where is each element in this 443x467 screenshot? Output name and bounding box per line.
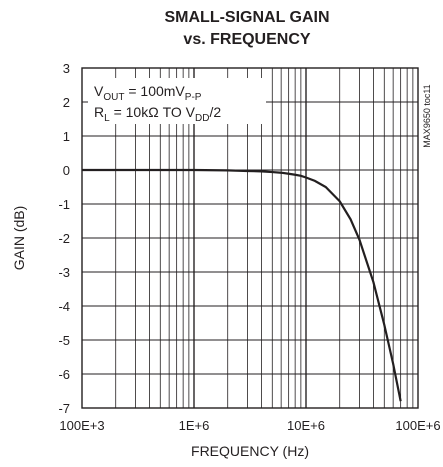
y-tick-label: -3 <box>58 265 70 280</box>
y-tick-label: -2 <box>58 231 70 246</box>
y-tick-label: 0 <box>63 163 70 178</box>
side-label: MAX9650 toc11 <box>422 84 432 147</box>
x-axis-title: FREQUENCY (Hz) <box>191 443 309 459</box>
x-tick-labels: 100E+3 1E+6 10E+6 100E+6 <box>59 418 440 433</box>
y-tick-label: -7 <box>58 401 70 416</box>
x-tick-label: 10E+6 <box>287 418 325 433</box>
y-tick-labels: -7 -6 -5 -4 -3 -2 -1 0 1 2 3 <box>58 61 70 416</box>
y-tick-label: 2 <box>63 95 70 110</box>
y-tick-label: 3 <box>63 61 70 76</box>
y-tick-label: 1 <box>63 129 70 144</box>
x-tick-label: 100E+6 <box>395 418 440 433</box>
y-tick-label: -5 <box>58 333 70 348</box>
chart-title: SMALL-SIGNAL GAIN <box>164 9 329 26</box>
y-tick-label: -4 <box>58 299 70 314</box>
chart-subtitle: vs. FREQUENCY <box>183 31 310 48</box>
series-line-gain <box>82 170 401 401</box>
y-tick-label: -1 <box>58 197 70 212</box>
y-axis-title: GAIN (dB) <box>11 206 27 271</box>
y-tick-label: -6 <box>58 367 70 382</box>
x-tick-label: 1E+6 <box>179 418 210 433</box>
x-tick-label: 100E+3 <box>59 418 104 433</box>
